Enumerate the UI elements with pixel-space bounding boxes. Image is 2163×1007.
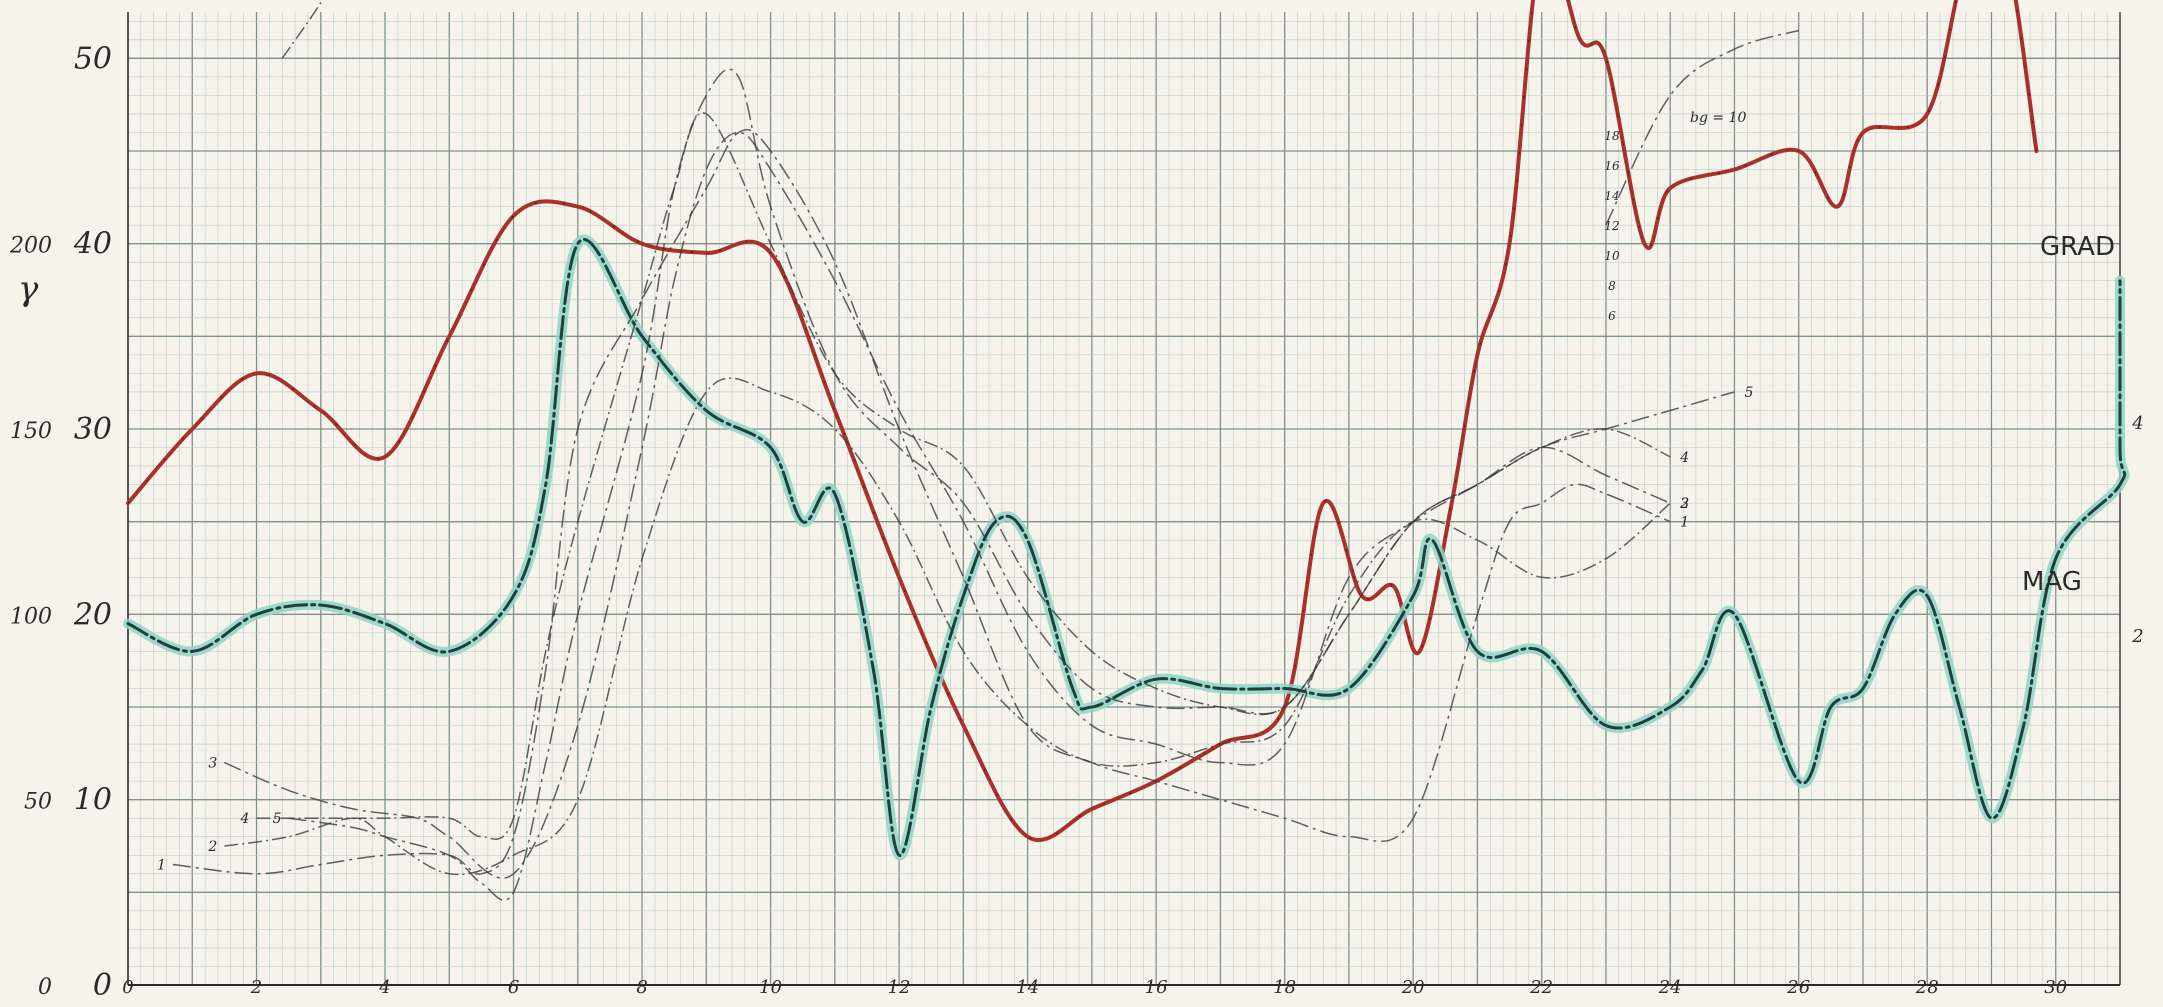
x-tick-label: 6 (508, 977, 519, 998)
gamma-tick-label: 50 (24, 790, 52, 815)
gamma-tick-label: 0 (38, 975, 52, 1000)
x-tick-label: 14 (1016, 977, 1039, 998)
inset-tick-label: 16 (1604, 159, 1620, 173)
series-number-label: 5 (273, 811, 282, 827)
x-tick-label: 12 (888, 977, 911, 998)
series-mag (123, 234, 2130, 861)
series-number-label: 1 (157, 858, 166, 874)
series-grad (126, 0, 2039, 843)
y-tick-label: 50 (74, 41, 112, 76)
series-line (224, 131, 1671, 879)
series-early (281, 0, 324, 59)
inset-scale-label: bg = 10 (1690, 110, 1746, 126)
inset-tick-label: 18 (1604, 129, 1620, 143)
series-5: 55 (273, 68, 1753, 901)
series-number-label: 2 (1679, 496, 1689, 512)
grad-label: GRAD (2040, 232, 2115, 262)
series-grad-dash (127, 0, 2038, 841)
gamma-symbol: γ (18, 269, 39, 309)
series-mag-line (126, 238, 2127, 857)
series-number-label: 3 (1680, 496, 1689, 512)
series-1: 11 (157, 128, 1689, 875)
series-number-label: 2 (207, 839, 217, 855)
inset-tick-label: 6 (1608, 309, 1616, 323)
x-tick-label: 26 (1786, 977, 1810, 998)
inset-tick-label: 14 (1604, 189, 1619, 203)
x-tick-label: 30 (2044, 977, 2067, 998)
inset-tick-label: 8 (1608, 279, 1616, 293)
x-tick-label: 28 (1915, 977, 1939, 998)
axes: 2 4 6 8 10 12 14 16 18 20 22 24 26 28 3005040302010020… (9, 41, 2144, 1003)
gamma-tick-label: 200 (9, 234, 52, 259)
series-number-label: 3 (208, 756, 217, 772)
x-tick-label: 16 (1145, 977, 1168, 998)
right-margin-mark: 4 (2131, 413, 2143, 434)
x-tick-label: 20 (1401, 977, 1425, 998)
x-tick-label: 0 (122, 977, 133, 998)
series-line (281, 0, 324, 59)
series-number-label: 5 (1744, 385, 1753, 401)
gamma-tick-label: 150 (10, 419, 52, 444)
series-line (288, 68, 1735, 901)
series-line (172, 128, 1671, 875)
right-margin-mark: 2 (2131, 626, 2143, 647)
y-tick-label: 30 (74, 412, 112, 447)
x-tick-label: 4 (378, 977, 390, 998)
x-tick-label: 8 (636, 977, 647, 998)
inset-tick-label: 12 (1604, 219, 1619, 233)
x-tick-label: 22 (1529, 977, 1553, 998)
x-tick-label: 18 (1273, 977, 1296, 998)
x-tick-label: 10 (759, 977, 782, 998)
series-number-label: 4 (240, 811, 250, 827)
gamma-tick-label: 100 (10, 604, 52, 629)
series-line (1605, 29, 1799, 226)
series-number-label: 1 (1680, 515, 1689, 531)
grid (127, 12, 2121, 986)
inset-tick-label: 10 (1604, 249, 1620, 263)
y-tick-label: 40 (73, 227, 112, 262)
series-3: 33 (208, 131, 1689, 879)
x-tick-label: 24 (1658, 977, 1682, 998)
series-inset (1605, 29, 1799, 226)
y-tick-label: 20 (73, 597, 112, 632)
series-number-label: 4 (1679, 450, 1689, 466)
mag-label: MAG (2022, 567, 2082, 597)
x-tick-label: 2 (250, 977, 262, 998)
y-tick-label: 0 (93, 968, 112, 1003)
y-tick-label: 10 (74, 783, 112, 818)
